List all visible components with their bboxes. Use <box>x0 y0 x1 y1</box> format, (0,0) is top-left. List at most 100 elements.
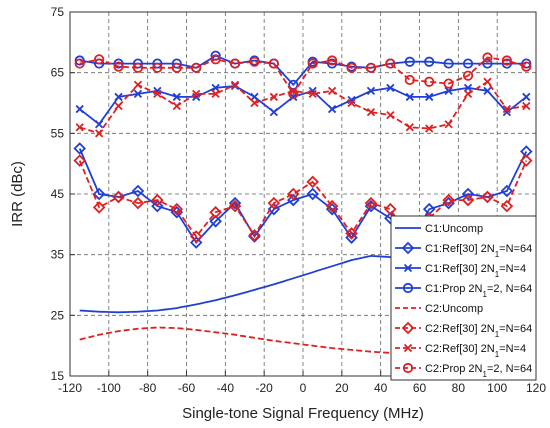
data-point <box>482 52 493 63</box>
legend-marker <box>403 343 413 353</box>
legend-label: C1:Uncomp <box>425 223 483 235</box>
data-point <box>521 58 532 69</box>
data-point <box>113 61 124 72</box>
data-point <box>172 101 181 111</box>
data-point <box>75 104 84 114</box>
x-tick-label: -60 <box>178 381 196 395</box>
data-point <box>424 56 435 67</box>
data-point <box>366 86 376 96</box>
data-point <box>443 58 454 69</box>
data-point <box>112 190 125 204</box>
x-tick-label: 0 <box>300 381 307 395</box>
data-point <box>462 70 474 81</box>
data-point <box>425 92 434 102</box>
y-tick-label: 25 <box>51 308 65 322</box>
y-tick-label: 55 <box>51 126 65 140</box>
series-line <box>79 54 527 87</box>
data-point <box>248 228 261 242</box>
data-point <box>366 107 376 117</box>
data-point <box>228 196 242 210</box>
data-point <box>522 92 531 102</box>
data-point <box>267 196 281 210</box>
data-point <box>461 187 475 201</box>
data-point <box>249 56 260 67</box>
data-point <box>364 196 378 210</box>
data-point <box>327 86 337 96</box>
y-axis-title: IRR (dBc) <box>9 161 26 227</box>
data-point <box>189 230 203 243</box>
tick-labels: -120 -100 -80 -60 -40 -20 0 20 40 60 80 100 120 15 25 3… <box>51 5 547 395</box>
data-point <box>153 89 162 99</box>
data-point <box>250 98 259 108</box>
data-point <box>386 83 395 92</box>
data-point <box>345 227 358 240</box>
data-point <box>463 89 473 99</box>
legend-item: C2:Uncomp <box>395 303 483 315</box>
data-point <box>189 236 203 249</box>
data-point <box>289 86 298 96</box>
y-tick-label: 15 <box>51 369 65 383</box>
legend-marker <box>402 362 414 374</box>
series-line <box>79 80 527 135</box>
data-point <box>461 193 475 207</box>
y-tick-label: 45 <box>51 187 65 201</box>
data-point <box>463 83 473 92</box>
data-point <box>483 77 492 86</box>
data-point <box>152 58 163 69</box>
data-point <box>462 58 474 69</box>
data-point <box>151 193 164 207</box>
data-point <box>500 184 514 198</box>
legend-item: C1:Ref[30] 2N1=N=64 <box>395 241 532 259</box>
data-point <box>501 55 512 66</box>
data-point <box>209 215 222 228</box>
data-point <box>113 58 124 69</box>
x-tick-label: -120 <box>58 381 82 395</box>
x-tick-label: 80 <box>452 381 466 395</box>
series-layer <box>73 50 533 366</box>
data-point <box>73 142 86 155</box>
data-point <box>327 58 338 69</box>
data-point <box>482 58 493 69</box>
data-point <box>502 107 512 117</box>
legend-item: C1:Uncomp <box>395 223 483 235</box>
data-point <box>327 104 337 114</box>
y-tick-label: 35 <box>51 248 65 262</box>
legend-item: C1:Ref[30] 2N1=N=4 <box>395 263 526 279</box>
data-point <box>94 120 104 129</box>
data-point <box>288 88 299 100</box>
legend-label: C1:Ref[30] 2N1=N=64 <box>425 243 532 259</box>
legend-label: C1:Ref[30] 2N1=N=4 <box>425 263 526 279</box>
legend-label: C2:Ref[30] 2N1=N=4 <box>425 343 526 359</box>
x-tick-label: -20 <box>255 381 273 395</box>
data-point <box>230 80 240 89</box>
data-point <box>133 80 143 89</box>
data-point <box>384 202 397 216</box>
data-point <box>501 58 512 69</box>
data-point <box>114 92 123 102</box>
legend-item: C2:Ref[30] 2N1=N=64 <box>395 321 532 339</box>
data-point <box>94 129 104 138</box>
data-point <box>325 199 339 213</box>
x-tick-label: -40 <box>217 381 235 395</box>
data-point <box>74 58 85 69</box>
x-tick-label: 100 <box>487 381 507 395</box>
legend-marker <box>401 321 415 335</box>
data-point <box>269 92 279 102</box>
data-point <box>481 190 494 204</box>
data-point <box>327 55 338 66</box>
data-point <box>131 184 145 198</box>
series-c2-prop-2n1-2-n-64 <box>74 52 532 100</box>
x-tick-label: 60 <box>413 381 427 395</box>
data-point <box>229 58 241 69</box>
legend-label: C1:Prop 2N1=2, N=64 <box>425 283 532 299</box>
data-point <box>306 175 319 189</box>
data-point <box>287 187 300 201</box>
data-point <box>307 58 318 69</box>
data-point <box>211 83 220 92</box>
data-point <box>191 62 202 73</box>
data-point <box>192 89 201 99</box>
data-point <box>269 107 279 117</box>
data-point <box>405 123 414 132</box>
data-point <box>405 92 414 102</box>
